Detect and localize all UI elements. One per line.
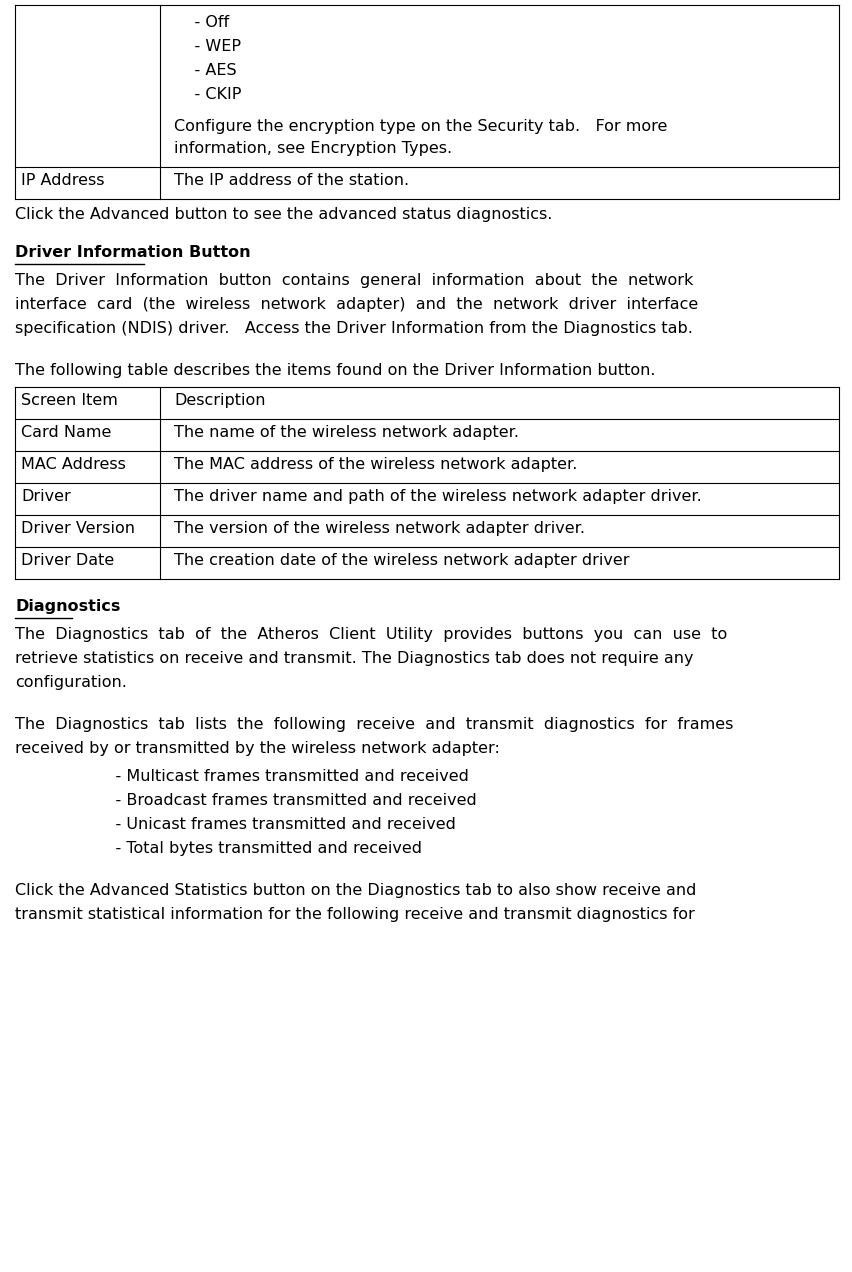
Text: - Off: - Off bbox=[174, 15, 229, 31]
Text: - Unicast frames transmitted and received: - Unicast frames transmitted and receive… bbox=[95, 817, 456, 832]
Text: - Broadcast frames transmitted and received: - Broadcast frames transmitted and recei… bbox=[95, 792, 476, 808]
Text: The name of the wireless network adapter.: The name of the wireless network adapter… bbox=[174, 425, 519, 440]
Text: configuration.: configuration. bbox=[15, 675, 127, 689]
Text: The  Driver  Information  button  contains  general  information  about  the  ne: The Driver Information button contains g… bbox=[15, 273, 693, 287]
Text: specification (NDIS) driver.   Access the Driver Information from the Diagnostic: specification (NDIS) driver. Access the … bbox=[15, 321, 692, 336]
Text: - Total bytes transmitted and received: - Total bytes transmitted and received bbox=[95, 841, 422, 856]
Text: retrieve statistics on receive and transmit. The Diagnostics tab does not requir: retrieve statistics on receive and trans… bbox=[15, 651, 693, 667]
Text: Driver: Driver bbox=[21, 488, 71, 504]
Text: Diagnostics: Diagnostics bbox=[15, 599, 120, 614]
Text: - AES: - AES bbox=[174, 64, 237, 78]
Text: Driver Information Button: Driver Information Button bbox=[15, 245, 250, 259]
Text: Click the Advanced button to see the advanced status diagnostics.: Click the Advanced button to see the adv… bbox=[15, 207, 552, 223]
Text: Configure the encryption type on the Security tab.   For more: Configure the encryption type on the Sec… bbox=[174, 120, 667, 134]
Text: The  Diagnostics  tab  of  the  Atheros  Client  Utility  provides  buttons  you: The Diagnostics tab of the Atheros Clien… bbox=[15, 627, 727, 642]
Text: information, see Encryption Types.: information, see Encryption Types. bbox=[174, 141, 452, 156]
Text: The IP address of the station.: The IP address of the station. bbox=[174, 173, 409, 188]
Text: The driver name and path of the wireless network adapter driver.: The driver name and path of the wireless… bbox=[174, 488, 701, 504]
Text: - Multicast frames transmitted and received: - Multicast frames transmitted and recei… bbox=[95, 770, 469, 784]
Text: IP Address: IP Address bbox=[21, 173, 105, 188]
Text: Driver Version: Driver Version bbox=[21, 522, 135, 536]
Text: The version of the wireless network adapter driver.: The version of the wireless network adap… bbox=[174, 522, 584, 536]
Text: Click the Advanced Statistics button on the Diagnostics tab to also show receive: Click the Advanced Statistics button on … bbox=[15, 883, 695, 898]
Text: received by or transmitted by the wireless network adapter:: received by or transmitted by the wirele… bbox=[15, 742, 499, 756]
Text: Driver Date: Driver Date bbox=[21, 553, 114, 569]
Text: MAC Address: MAC Address bbox=[21, 457, 126, 472]
Text: - WEP: - WEP bbox=[174, 39, 241, 53]
Text: interface  card  (the  wireless  network  adapter)  and  the  network  driver  i: interface card (the wireless network ada… bbox=[15, 296, 698, 312]
Text: The creation date of the wireless network adapter driver: The creation date of the wireless networ… bbox=[174, 553, 629, 569]
Text: Description: Description bbox=[174, 393, 265, 408]
Text: The MAC address of the wireless network adapter.: The MAC address of the wireless network … bbox=[174, 457, 577, 472]
Text: - CKIP: - CKIP bbox=[174, 86, 241, 102]
Text: The  Diagnostics  tab  lists  the  following  receive  and  transmit  diagnostic: The Diagnostics tab lists the following … bbox=[15, 717, 733, 731]
Text: Card Name: Card Name bbox=[21, 425, 112, 440]
Text: Screen Item: Screen Item bbox=[21, 393, 118, 408]
Text: The following table describes the items found on the Driver Information button.: The following table describes the items … bbox=[15, 363, 654, 378]
Text: transmit statistical information for the following receive and transmit diagnost: transmit statistical information for the… bbox=[15, 907, 694, 922]
